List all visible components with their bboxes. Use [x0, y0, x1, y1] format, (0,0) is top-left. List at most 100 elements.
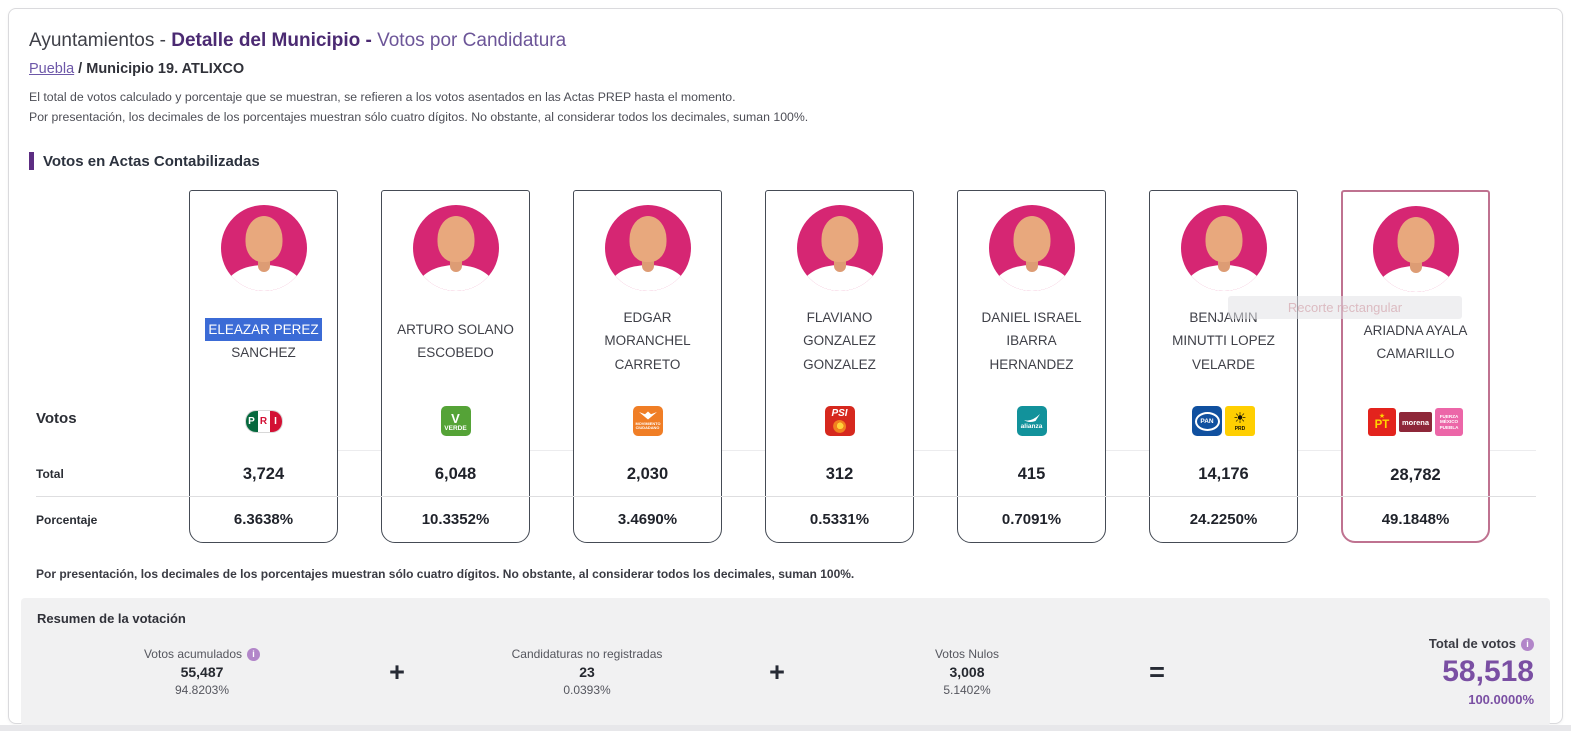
avatar-head [437, 216, 474, 262]
candidate-name-line: HERNANDEZ [989, 356, 1074, 372]
candidate-avatar [220, 205, 307, 291]
vote-summary-panel: Resumen de la votación Votos acumulados … [21, 598, 1550, 726]
content-card: Ayuntamientos - Detalle del Municipio - … [8, 8, 1563, 726]
avatar-head [245, 216, 282, 262]
intro-note-1: El total de votos calculado y porcentaje… [29, 90, 736, 104]
info-icon[interactable]: i [1521, 637, 1534, 651]
intro-notes: El total de votos calculado y porcentaje… [29, 87, 1550, 127]
party-logo-row: alianza [958, 391, 1105, 451]
porcentaje-row-label: Porcentaje [36, 513, 98, 527]
total-de-votos-group: Total de votos i 58,518 100.0000% [1187, 634, 1534, 710]
candidate-percentage: 0.5331% [809, 511, 870, 528]
votos-nulos-label: Votos Nulos [934, 647, 1000, 661]
mc-party-logo: MOVIMIENTO CIUDADANO [632, 406, 663, 436]
section-header: Votos en Actas Contabilizadas [29, 152, 1550, 170]
votos-nulos-group: Votos Nulos 3,008 5.1402% [807, 645, 1127, 699]
candidate-name-line-selected: ELEAZAR PEREZ [205, 317, 322, 341]
votos-acumulados-label: Votos acumulados i [143, 645, 261, 663]
candidate-name-line: CAMARILLO [1376, 346, 1455, 361]
row-labels-column: Votos Total Porcentaje [21, 190, 189, 543]
alianza-party-logo: alianza [1016, 406, 1047, 436]
candidate-total-votes: 6,048 [434, 464, 477, 483]
pan-party-logo: PAN [1192, 406, 1222, 436]
total-de-votos-label: Total de votos i [1429, 634, 1534, 654]
breadcrumb-current: Municipio 19. ATLIXCO [86, 61, 245, 77]
avatar-section [1343, 192, 1488, 292]
votos-acumulados-value: 55,487 [180, 664, 224, 680]
total-row-label: Total [36, 467, 64, 481]
votos-nulos-pct: 5.1402% [943, 683, 991, 697]
info-icon[interactable]: i [247, 647, 261, 661]
page-title-part1: Ayuntamientos - [29, 30, 172, 51]
breadcrumb-puebla-link[interactable]: Puebla [29, 61, 75, 77]
candidaturas-no-registradas-pct: 0.0393% [563, 683, 611, 697]
party-logo-row: MOVIMIENTO CIUDADANO [574, 391, 721, 451]
candidate-name-line: ESCOBEDO [417, 345, 494, 360]
candidate-name: DANIEL ISRAEL IBARRA HERNANDEZ [958, 291, 1105, 391]
candidate-card: ARIADNA AYALA CAMARILLO ★ PT morena FUERZA M… [1341, 190, 1490, 543]
candidate-card: BENJAMIN MINUTTI LOPEZ VELARDE PAN ☀ PRD 14,… [1149, 190, 1298, 543]
pt-party-logo: ★ PT [1367, 408, 1396, 436]
candidate-avatar [1180, 205, 1267, 291]
candidate-total-votes: 2,030 [626, 464, 669, 483]
breadcrumb-separator: / [74, 61, 87, 77]
page-title-part2: Detalle del Municipio - [171, 30, 378, 51]
decimals-note: Por presentación, los decimales de los p… [36, 567, 855, 581]
candidate-name: ARIADNA AYALA CAMARILLO [1343, 292, 1488, 392]
avatar-section [574, 191, 721, 291]
candidate-name: BENJAMIN MINUTTI LOPEZ VELARDE [1150, 291, 1297, 391]
votos-acumulados-label-text: Votos acumulados [143, 647, 243, 661]
votos-nulos-value: 3,008 [949, 664, 985, 680]
candidate-name: ARTURO SOLANO ESCOBEDO [382, 291, 529, 391]
candidate-card: ARTURO SOLANO ESCOBEDO V VERDE 6,048 10.33… [381, 190, 530, 543]
candidate-name-line: CARRETO [614, 356, 681, 372]
candidate-name-line: SANCHEZ [231, 345, 296, 360]
total-de-votos-value: 58,518 [1442, 655, 1534, 688]
candidate-name-line: DANIEL ISRAEL [981, 309, 1082, 325]
party-logo-row: ★ PT morena FUERZA MÉXICO PUEBLA [1343, 392, 1488, 452]
summary-row: Votos acumulados i 55,487 94.8203% + Can… [37, 634, 1534, 710]
fm-party-logo: FUERZA MÉXICO PUEBLA [1435, 408, 1464, 436]
pvem-party-logo: V VERDE [440, 406, 471, 436]
candidate-total-votes: 28,782 [1390, 465, 1441, 484]
breadcrumb: Puebla / Municipio 19. ATLIXCO [29, 61, 1550, 77]
votos-row-label: Votos [36, 410, 77, 427]
candidate-percentage: 24.2250% [1189, 511, 1258, 528]
candidate-total-votes: 3,724 [242, 464, 285, 483]
party-logo-row: V VERDE [382, 391, 529, 451]
party-logo-row: PAN ☀ PRD [1150, 391, 1297, 451]
avatar-head [1205, 216, 1242, 262]
candidate-percentage: 6.3638% [233, 511, 294, 528]
section-title: Votos en Actas Contabilizadas [43, 152, 260, 170]
votos-acumulados-pct: 94.8203% [174, 683, 230, 697]
plus-operator: + [769, 656, 785, 687]
section-accent-bar [29, 152, 34, 170]
candidate-card: FLAVIANO GONZALEZ GONZALEZ PSI 312 0.5331% [765, 190, 914, 543]
candidate-name-line: GONZALEZ [803, 333, 876, 349]
avatar-head [629, 216, 666, 262]
candidate-avatar [1372, 206, 1459, 292]
candidate-name-line: MINUTTI LOPEZ [1172, 333, 1275, 349]
morena-party-logo: morena [1398, 412, 1433, 432]
candidate-percentage: 10.3352% [421, 511, 490, 528]
bottom-edge-strip [0, 725, 1571, 731]
candidate-card: EDGAR MORANCHEL CARRETO MOVIMIENTO CIUDADA… [573, 190, 722, 543]
page-title-part3: Votos por Candidatura [377, 30, 567, 51]
prd-party-logo: ☀ PRD [1225, 406, 1255, 436]
candidate-card: DANIEL ISRAEL IBARRA HERNANDEZ alianza 415… [957, 190, 1106, 543]
candidate-percentage: 49.1848% [1381, 511, 1450, 528]
avatar-head [1397, 217, 1434, 263]
votes-area: Votos Total Porcentaje ELEAZAR PEREZ SANC… [21, 190, 1550, 543]
candidaturas-no-registradas-value: 23 [579, 664, 595, 680]
equals-operator: = [1149, 656, 1165, 687]
votos-acumulados-group: Votos acumulados i 55,487 94.8203% [37, 645, 367, 699]
psi-party-logo: PSI [824, 406, 855, 436]
avatar-head [821, 216, 858, 262]
candidaturas-no-registradas-group: Candidaturas no registradas 23 0.0393% [427, 645, 747, 699]
candidate-name-line: BENJAMIN [1189, 309, 1258, 325]
candidate-name-line: ARTURO SOLANO [397, 321, 514, 337]
avatar-section [382, 191, 529, 291]
candidate-name-line: GONZALEZ [803, 356, 876, 372]
